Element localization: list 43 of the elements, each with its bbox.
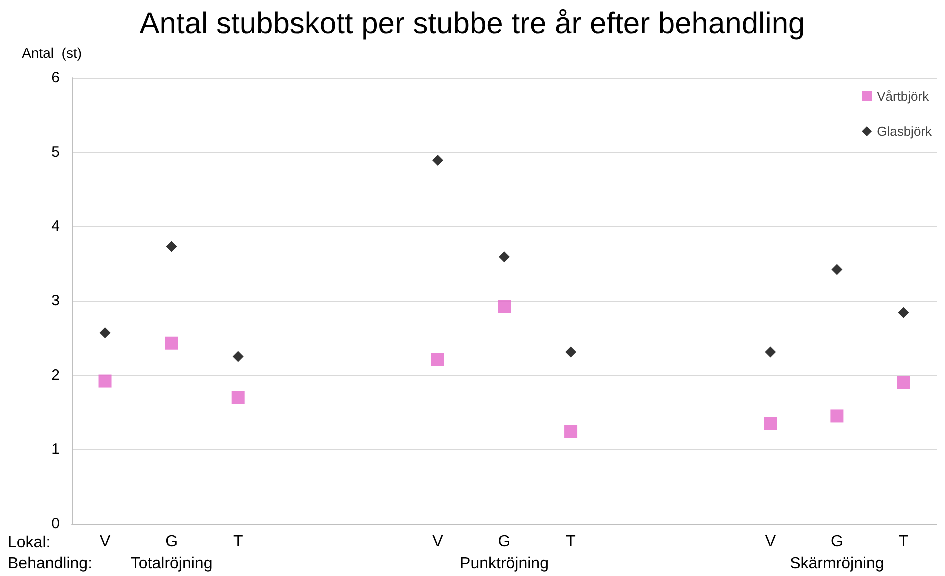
legend-label: Glasbjörk xyxy=(877,124,932,139)
point xyxy=(764,417,778,430)
point xyxy=(564,425,578,438)
x-tick-label: T xyxy=(566,534,576,550)
point xyxy=(897,376,910,390)
y-tick-label: 4 xyxy=(52,218,60,236)
point xyxy=(832,264,843,276)
x-tick-label: V xyxy=(765,534,776,550)
text: Behandling: xyxy=(8,556,93,572)
point xyxy=(566,346,577,358)
point xyxy=(830,410,844,423)
text: Lokal: xyxy=(8,534,51,552)
point xyxy=(100,327,111,338)
point xyxy=(431,353,444,366)
x-tick-label: V xyxy=(100,534,111,550)
y-tick-label: 2 xyxy=(52,366,60,384)
x-tick-label: G xyxy=(498,534,511,550)
point xyxy=(765,346,776,358)
point xyxy=(898,307,910,318)
point xyxy=(232,351,244,362)
x-tick-label: G xyxy=(830,534,844,550)
point xyxy=(432,155,444,166)
point xyxy=(165,336,178,350)
point xyxy=(166,241,178,252)
point xyxy=(498,300,511,314)
y-tick-label: 0 xyxy=(52,516,60,532)
legend-label: Vårtbjörk xyxy=(877,89,930,104)
point xyxy=(232,391,245,404)
y-tick-label: 1 xyxy=(52,441,60,458)
y-tick-label: 5 xyxy=(52,144,60,161)
y-axis-title: Antal (st) xyxy=(22,45,82,61)
x-tick-label: V xyxy=(432,534,444,550)
x-tick-label: T xyxy=(233,534,244,550)
y-tick-label: 6 xyxy=(52,70,60,86)
chart-title: Antal stubbskott per stubbe tre år efter behandling xyxy=(140,8,806,40)
y-tick-label: 3 xyxy=(52,292,60,310)
point xyxy=(98,374,112,388)
point xyxy=(499,252,510,263)
x-tick-label: G xyxy=(166,534,178,550)
x-tick-label: T xyxy=(898,534,909,550)
text: Totalröjning xyxy=(130,556,213,572)
text: Skärmröjning xyxy=(790,556,884,572)
text: Punktröjning xyxy=(460,556,549,572)
